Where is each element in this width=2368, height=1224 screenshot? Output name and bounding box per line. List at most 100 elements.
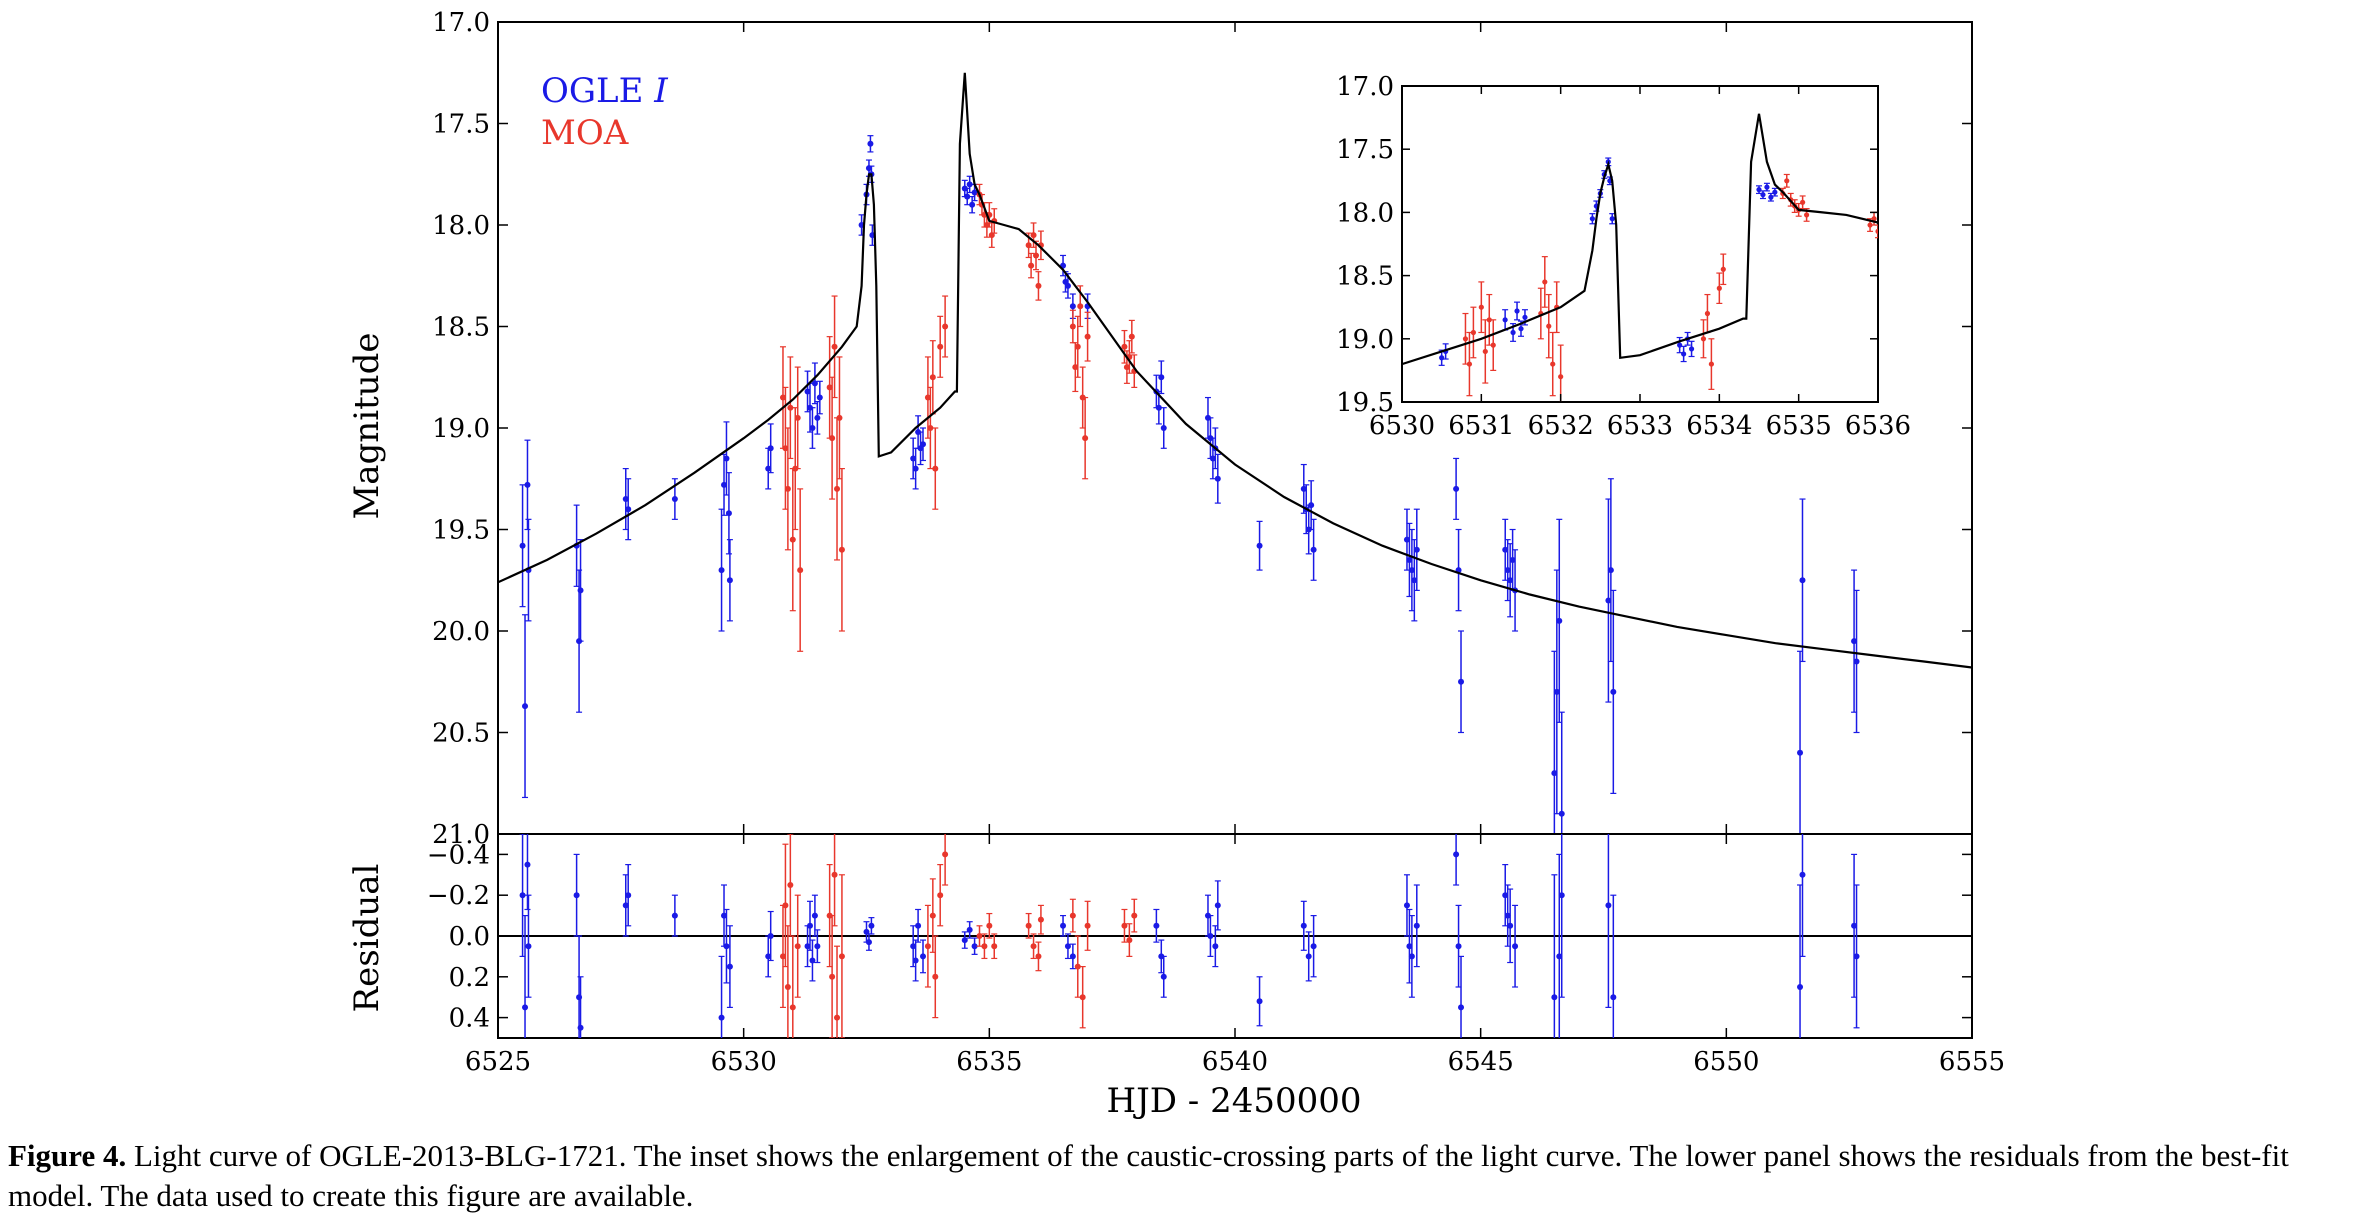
main-ogle-point [718,567,725,574]
inset-ogle-point [1518,326,1524,332]
residual-moa-point [831,871,838,878]
main-moa-point [784,485,791,492]
residual-ogle-point [814,943,821,950]
inset-xtick-label: 6534 [1686,411,1752,441]
main-ogle-point [1797,749,1804,756]
main-ogle-point [1504,567,1511,574]
figure-caption: Figure 4. Light curve of OGLE-2013-BLG-1… [8,1136,2358,1216]
main-ogle-point [809,425,816,431]
residual-ogle-point [622,902,629,909]
main-moa-point [794,414,801,421]
xlabel: HJD - 2450000 [1106,1081,1361,1121]
main-ogle-point [1403,536,1410,543]
residual-ogle-point [1408,953,1415,960]
main-ogle-point [1507,577,1514,584]
residual-plot-area [498,834,1972,1038]
main-ytick-label: 18.5 [432,313,490,343]
inset-moa-point [1704,310,1711,317]
main-ytick-label: 20.0 [432,617,490,647]
residual-ogle-point [1512,943,1519,950]
residual-moa-point [782,902,789,909]
residual-ogle-point [1458,1004,1465,1011]
main-moa-point [942,323,949,330]
residual-moa-point [942,851,949,858]
residual-ogle-point [961,937,968,944]
main-ogle-point [1607,567,1614,574]
residual-xtick-label: 6545 [1448,1047,1514,1077]
residual-ogle-point [1551,994,1558,1001]
inset-ytick-label: 17.5 [1336,135,1394,165]
residual-ytick-label: 0.2 [449,963,490,993]
residual-moa-point [976,933,983,939]
residual-ogle-point [910,943,917,950]
residual-ogle-point [1064,943,1071,950]
main-moa-point [787,404,794,411]
residual-ogle-point [573,892,580,899]
main-ogle-point [804,388,811,395]
main-moa-point [1084,333,1091,340]
main-ogle-point [814,414,821,421]
inset-ogle-point [1764,184,1770,190]
main-ogle-point [1406,556,1413,563]
main-moa-point [1072,364,1079,371]
main-moa-point [782,445,789,452]
inset-moa-point [1875,228,1878,234]
residual-ogle-point [671,912,678,919]
main-ogle-point [969,201,976,208]
residual-ogle-point [1403,902,1410,909]
main-ogle-point [910,455,917,462]
main-ogle-point [1502,546,1509,553]
inset-xtick-label: 6533 [1607,411,1673,441]
main-moa-point [838,546,845,553]
main-moa-point [779,394,786,401]
main-moa-point [1121,343,1128,350]
inset-ogle-point [1589,216,1595,222]
main-moa-point [1035,282,1042,289]
main-ogle-point [767,445,774,452]
inset-frame [1401,85,1879,403]
residual-ogle-point [577,1024,584,1031]
inset-ytick-label: 19.0 [1336,325,1394,355]
main-ogle-point [1458,678,1465,685]
inset-ogle-point [1688,346,1695,352]
inset-ytick-label: 17.0 [1336,72,1394,102]
main-ylabel: Magnitude [347,332,387,519]
residual-ogle-point [718,1014,725,1021]
main-ogle-point [671,496,678,503]
inset-moa-point [1470,329,1476,336]
inset-moa-point [1542,279,1548,285]
main-ogle-point [622,496,629,503]
residual-moa-point [1069,912,1076,919]
inset-ogle-point [1502,317,1508,323]
main-moa-point [831,343,838,350]
inset-moa-point [1708,361,1714,367]
main-ogle-point [816,394,823,401]
residual-ogle-point [1069,953,1076,960]
inset-moa-point [1804,212,1810,218]
inset-plot-area [1402,113,1878,402]
main-model-curve [498,72,1972,669]
main-moa-point [826,384,833,391]
residual-ogle-point [1504,912,1511,919]
residual-ogle-point [1060,922,1067,929]
residual-ogle-point [966,926,973,933]
main-ogle-point [1553,688,1560,695]
main-ogle-point [964,193,971,200]
main-ytick-label: 21.0 [432,820,490,850]
main-ogle-point [524,481,531,488]
main-ytick-label: 19.5 [432,516,490,546]
residual-ogle-point [1413,922,1420,929]
main-ogle-point [1300,485,1307,492]
main-ogle-point [721,481,728,488]
residual-ogle-point [625,892,632,899]
residual-moa-point [924,943,931,950]
residual-moa-point [1025,922,1032,929]
main-moa-point [1082,435,1089,442]
residual-ogle-point [1853,953,1860,960]
residual-ogle-point [1797,984,1804,990]
residual-moa-point [779,953,786,960]
residual-ogle-point [971,943,978,950]
main-moa-point [1025,242,1032,249]
main-ogle-point [811,380,818,387]
